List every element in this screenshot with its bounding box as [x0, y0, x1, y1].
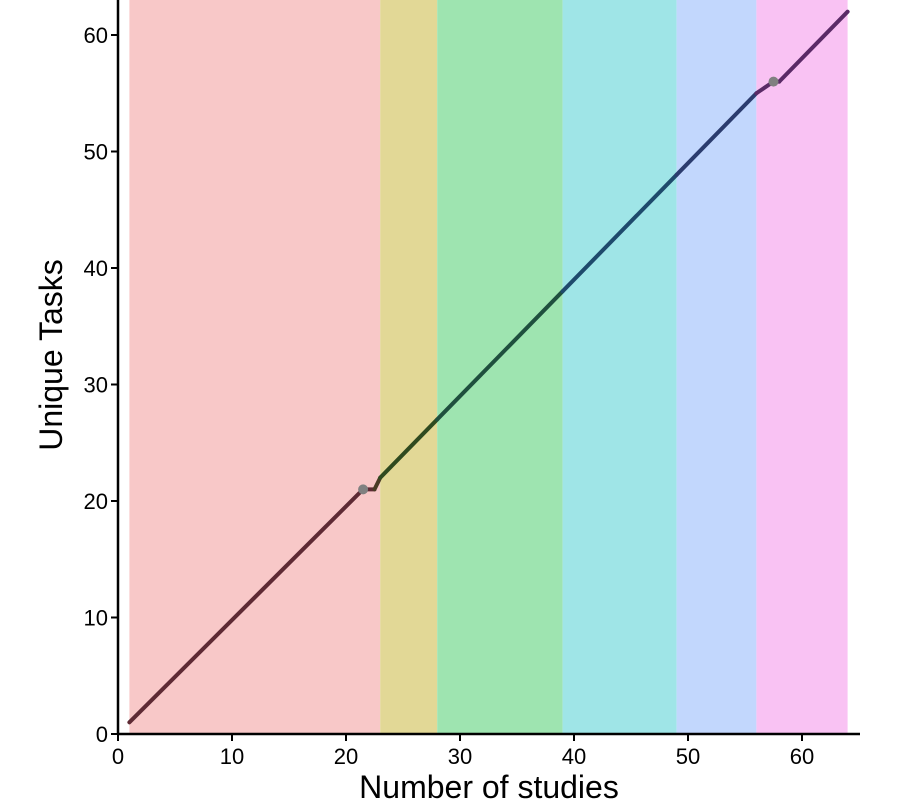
- y-tick-label-0: 0: [96, 722, 108, 747]
- x-tick-label-10: 10: [220, 744, 244, 769]
- y-tick-label-50: 50: [84, 140, 108, 165]
- data-line: [127, 9, 850, 725]
- y-tick-label-40: 40: [84, 256, 108, 281]
- y-axis-title: Unique Tasks: [33, 259, 69, 451]
- line-segment-4: [435, 289, 565, 422]
- band-2: [437, 0, 563, 734]
- y-tick-label-30: 30: [84, 373, 108, 398]
- band-0: [129, 0, 381, 734]
- x-tick-label-60: 60: [790, 744, 814, 769]
- background-bands: [129, 0, 848, 734]
- band-3: [562, 0, 677, 734]
- tick-labels: 0 10 20 30 40 50 60 0 10 20 30 40 50 60: [84, 23, 815, 769]
- y-tick-label-10: 10: [84, 606, 108, 631]
- data-point-1: [768, 76, 779, 87]
- data-points: [358, 76, 779, 495]
- x-tick-label-30: 30: [448, 744, 472, 769]
- line-segment-9: [777, 9, 850, 84]
- axes: [111, 0, 860, 741]
- band-4: [676, 0, 757, 734]
- band-1: [380, 0, 438, 734]
- x-tick-label-20: 20: [334, 744, 358, 769]
- line-segment-3: [378, 417, 440, 480]
- line-segment-5: [560, 172, 679, 294]
- y-tick-label-20: 20: [84, 489, 108, 514]
- y-tick-label-60: 60: [84, 23, 108, 48]
- band-5: [756, 0, 848, 734]
- x-tick-label-50: 50: [676, 744, 700, 769]
- line-segment-6: [674, 91, 759, 177]
- x-tick-label-0: 0: [112, 744, 124, 769]
- x-axis-title: Number of studies: [359, 769, 619, 805]
- line-segment-0: [127, 487, 366, 725]
- x-tick-label-40: 40: [562, 744, 586, 769]
- data-point-0: [358, 484, 369, 495]
- line-segment-2: [372, 475, 383, 492]
